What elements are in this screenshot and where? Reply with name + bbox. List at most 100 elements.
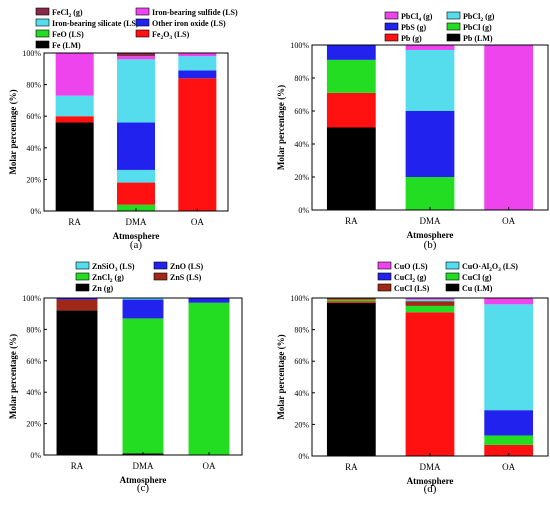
bar-segment-oa-4: [484, 410, 534, 436]
legend-text: (LS): [501, 262, 518, 271]
legend-subscript: 3: [169, 35, 172, 41]
legend-subscript: 2: [160, 35, 163, 41]
x-tick-label: DMA: [419, 216, 441, 226]
legend-text: CuCl (g): [462, 273, 492, 282]
bars: [326, 298, 534, 456]
legend-label: ZnS (LS): [170, 273, 202, 282]
legend-text: Pb (LM): [463, 34, 493, 43]
legend-text: CuO (LS): [394, 262, 428, 271]
plot-frame: [43, 297, 243, 456]
x-tick-label: DMA: [125, 217, 147, 227]
legend-text: (LS): [117, 262, 134, 271]
bar-segment-ra-7: [55, 95, 94, 117]
x-tick-label: DMA: [419, 462, 441, 472]
legend-label: CuO (LS): [394, 262, 428, 271]
x-axis-label: Atmosphere: [120, 475, 167, 485]
x-axis-label: Atmosphere: [113, 231, 160, 241]
legend-label: Zn (g): [92, 284, 113, 293]
y-tick-label: 40%: [294, 389, 309, 398]
bar-segment-ra-8: [55, 53, 94, 96]
x-tick-label: RA: [345, 462, 358, 472]
x-axis-label: Atmosphere: [407, 230, 454, 240]
legend-swatch: [384, 33, 399, 42]
plot-frame: [311, 297, 549, 457]
panel-label: (a): [130, 239, 143, 251]
legend-label: Fe2O3 (LS): [152, 30, 190, 41]
legend-label: PbCl2 (g): [463, 12, 495, 23]
chart-panel-a: RA DMA OA 0% 20% 40% 60% 80% 100% Atmosphere Molar…: [8, 7, 238, 251]
legend-swatch: [75, 261, 90, 270]
legend-swatch: [135, 18, 150, 27]
bar-segment-ra-3: [326, 298, 376, 300]
x-tick-label: DMA: [132, 461, 154, 471]
legend-text: Iron-bearing silicate (LS): [52, 19, 139, 28]
legend-swatch: [153, 272, 168, 281]
legend-label: ZnSiO3 (LS): [92, 262, 135, 273]
legend-swatch: [446, 11, 461, 20]
legend: FeCl2 (g) Iron-bearing sulfide (LS)Iron-b…: [35, 7, 238, 50]
x-tick-label: RA: [71, 461, 84, 471]
legend-swatch: [384, 11, 399, 20]
chart-panel-b: RA DMA OA 0% 20% 40% 60% 80% 100% Atmosphere Molar…: [276, 11, 549, 251]
y-tick-label: 100%: [290, 41, 309, 50]
legend-label: ZnO (LS): [170, 262, 203, 271]
y-tick-label: 0%: [298, 206, 309, 215]
legend-label: Iron-bearing silicate (LS): [52, 19, 139, 28]
chart-panel-c: RA DMA OA 0% 20% 40% 60% 80% 100% Atmosphere Molar…: [8, 261, 243, 494]
x-tick-label: OA: [191, 217, 204, 227]
legend-subscript: 2: [489, 267, 492, 273]
bar-segment-oa-6: [484, 298, 534, 305]
bar-segment-ra-0: [326, 127, 376, 210]
bar-segment-oa-3: [188, 298, 230, 303]
y-axis-label: Molar percentage (%): [8, 334, 18, 419]
bar-segment-dma-3: [116, 169, 156, 183]
legend-label: CuCl2 (g): [394, 273, 427, 284]
bars: [55, 53, 217, 211]
legend-text: Fe (LM): [52, 41, 81, 50]
panel-label: (b): [424, 239, 437, 251]
legend-swatch: [446, 22, 461, 31]
bar-segment-dma-4: [116, 122, 156, 170]
x-tick-label: RA: [68, 217, 81, 227]
y-tick-label: 20%: [294, 420, 309, 429]
bar-segment-dma-5: [405, 299, 455, 302]
legend-text: (g): [483, 12, 495, 21]
legend: PbCl4 (g) PbCl2 (g)PbS (g) PbCl (g)Pb (g) P…: [384, 11, 495, 43]
bar-segment-ra-1: [326, 301, 376, 303]
x-axis-label: Atmosphere: [407, 476, 454, 486]
y-tick-label: 60%: [26, 357, 41, 366]
bar-segment-oa-1: [188, 302, 230, 455]
y-tick-label: 60%: [294, 107, 309, 116]
legend-text: Fe: [152, 30, 161, 39]
legend-text: CuO·Al: [462, 262, 490, 271]
legend-text: ZnO (LS): [170, 262, 203, 271]
bar-segment-ra-0: [56, 310, 98, 455]
bars: [56, 298, 230, 455]
bar-segment-oa-5: [484, 304, 534, 411]
bar-segment-oa-2: [484, 435, 534, 445]
bar-segment-dma-2: [116, 182, 156, 205]
y-tick-label: 80%: [294, 74, 309, 83]
legend-text: (g): [421, 12, 433, 21]
y-tick-label: 20%: [26, 420, 41, 429]
bar-segment-dma-2: [405, 177, 455, 210]
legend-text: PbCl (g): [463, 23, 492, 32]
y-tick-label: 80%: [26, 325, 41, 334]
legend-swatch: [377, 272, 392, 281]
legend-swatch: [35, 40, 50, 49]
legend-text: O: [492, 262, 498, 271]
y-tick-label: 40%: [26, 388, 41, 397]
legend-swatch: [75, 272, 90, 281]
y-tick-label: 20%: [294, 173, 309, 182]
legend-label: Cu (LM): [462, 284, 493, 293]
legend-swatch: [135, 7, 150, 16]
y-tick-label: 20%: [26, 175, 41, 184]
y-tick-label: 100%: [22, 294, 41, 303]
legend-text: ZnCl: [92, 273, 111, 282]
y-tick-label: 40%: [26, 144, 41, 153]
panel-label: (d): [424, 483, 437, 495]
y-tick-label: 100%: [22, 49, 41, 58]
legend-label: Pb (LM): [463, 34, 493, 43]
legend-text: CuCl: [394, 273, 413, 282]
legend-text: FeCl: [52, 8, 69, 17]
